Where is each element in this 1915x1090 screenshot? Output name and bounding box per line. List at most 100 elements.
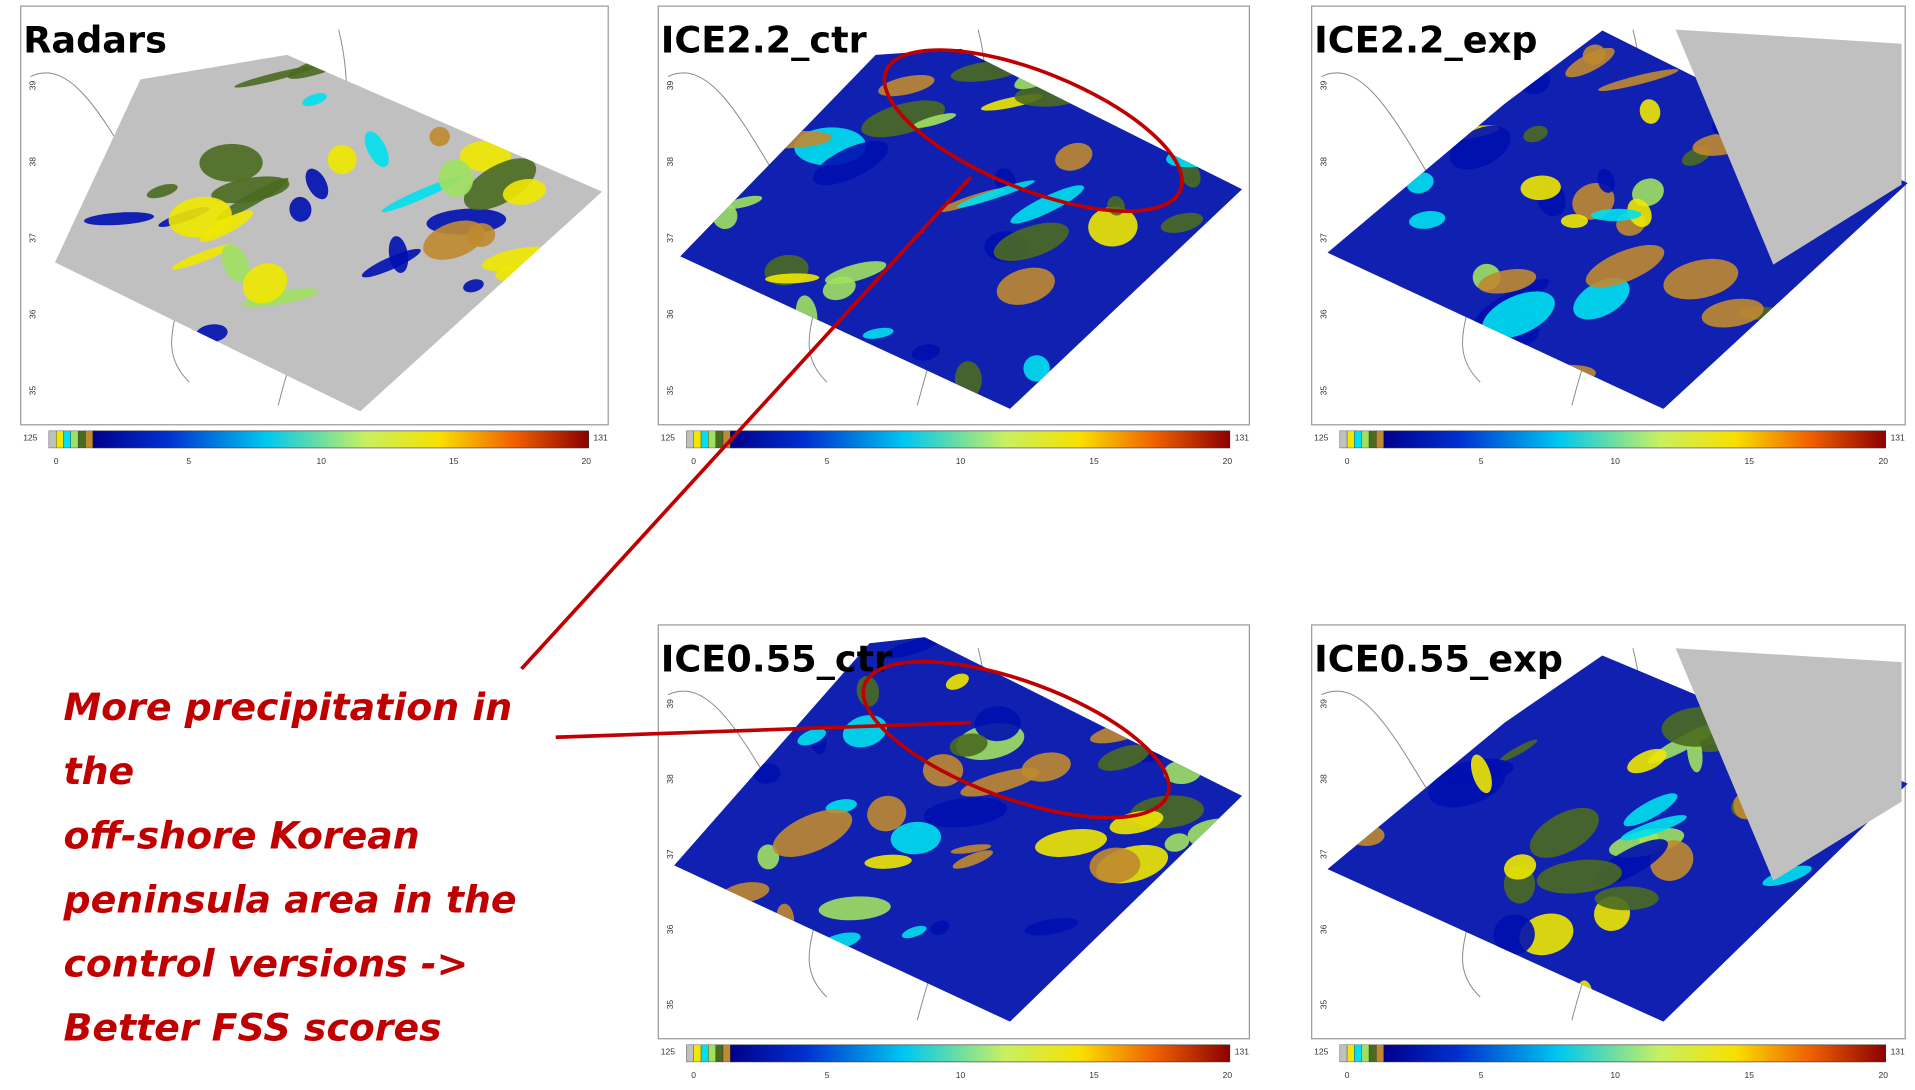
annotation-line: the (64, 749, 135, 793)
panel-title: ICE2.2_ctr (661, 18, 867, 61)
precip-blob (1853, 529, 1913, 577)
colorbar-tick-label: 5 (1479, 456, 1484, 466)
colorbar-class (716, 1045, 723, 1062)
colorbar-class (708, 1045, 715, 1062)
colorbar-tick-label: 10 (1610, 456, 1620, 466)
colorbar (730, 1045, 1230, 1062)
colorbar-class (1354, 431, 1361, 448)
colorbar-class (49, 431, 56, 448)
colorbar-class (64, 431, 71, 448)
colorbar-left-label: 125 (1314, 433, 1328, 443)
slide: 35 36 37 38 39 125 131 0 5 10 15 20 Radars 35 36 37 38 39… (0, 0, 1915, 1090)
precip-blob (1509, 582, 1559, 619)
colorbar-tick-label: 5 (186, 456, 191, 466)
lat-tick-label: 39 (665, 699, 675, 709)
colorbar-class (1340, 431, 1347, 448)
colorbar-tick-label: 20 (1878, 1070, 1888, 1080)
lat-tick-label: 37 (27, 233, 37, 243)
lat-tick-label: 35 (1318, 1000, 1328, 1010)
lat-tick-label: 36 (665, 924, 675, 934)
lat-tick-label: 36 (1318, 309, 1328, 319)
colorbar-tick-label: 15 (1744, 1070, 1754, 1080)
colorbar-class (1369, 431, 1376, 448)
colorbar-tick-label: 0 (54, 456, 59, 466)
colorbar-right-label: 131 (1891, 433, 1905, 443)
colorbar (1384, 1045, 1886, 1062)
colorbar-class (1347, 431, 1354, 448)
colorbar-tick-label: 15 (1744, 456, 1754, 466)
panel-title: Radars (23, 18, 167, 61)
precip-blob (1089, 529, 1169, 596)
precip-blob (1635, 544, 1704, 573)
precip-blob (1528, 581, 1565, 610)
lat-tick-label: 35 (27, 386, 37, 396)
colorbar-right-label: 131 (1891, 1047, 1905, 1057)
colorbar-left-label: 125 (661, 1047, 675, 1057)
annotation-line: control versions -> (64, 941, 469, 985)
colorbar-tick-label: 20 (1878, 456, 1888, 466)
colorbar-class (694, 1045, 701, 1062)
colorbar-tick-label: 15 (449, 456, 459, 466)
colorbar-class (71, 431, 78, 448)
lat-tick-label: 36 (1318, 924, 1328, 934)
lat-tick-label: 36 (27, 309, 37, 319)
lat-tick-label: 37 (1318, 233, 1328, 243)
precip-blob (1413, 551, 1504, 621)
lat-tick-label: 37 (1318, 849, 1328, 859)
colorbar-left-label: 125 (661, 433, 675, 443)
lat-tick-label: 35 (665, 1000, 675, 1010)
map-panel: 353637383912513105101520ICE2.2_exp (1312, 0, 1915, 466)
colorbar-tick-label: 5 (825, 1070, 830, 1080)
lat-tick-label: 37 (665, 849, 675, 859)
map-panel: 353637383912513105101520ICE2.2_ctr (658, 0, 1330, 466)
colorbar-class (708, 431, 715, 448)
lat-tick-label: 38 (1318, 774, 1328, 784)
colorbar-tick-label: 20 (581, 456, 591, 466)
colorbar-class (1376, 1045, 1383, 1062)
precip-blob (1480, 0, 1546, 3)
colorbar-tick-label: 20 (1223, 456, 1233, 466)
panel-title: ICE2.2_exp (1314, 18, 1537, 61)
colorbar-class (686, 1045, 693, 1062)
precip-blob (1217, 560, 1273, 611)
precip-blob (1245, 776, 1303, 805)
colorbar-tick-label: 20 (1223, 1070, 1233, 1080)
precip-blob (1550, 512, 1603, 557)
colorbar-class (701, 431, 708, 448)
colorbar-right-label: 131 (1235, 1047, 1249, 1057)
lat-tick-label: 39 (1318, 699, 1328, 709)
colorbar-class (1362, 1045, 1369, 1062)
colorbar-class (694, 431, 701, 448)
colorbar-tick-label: 10 (956, 1070, 966, 1080)
lat-tick-label: 38 (665, 157, 675, 167)
lat-tick-label: 38 (27, 157, 37, 167)
precip-blob (1701, 498, 1774, 556)
lat-tick-label: 38 (665, 774, 675, 784)
colorbar-tick-label: 15 (1089, 456, 1099, 466)
colorbar-tick-label: 15 (1089, 1070, 1099, 1080)
colorbar-tick-label: 0 (1345, 1070, 1350, 1080)
colorbar-tick-label: 0 (691, 456, 696, 466)
precip-blob (356, 0, 452, 3)
colorbar-tick-label: 0 (1345, 456, 1350, 466)
precip-blob (1146, 0, 1194, 4)
annotation-line: Better FSS scores (64, 1006, 442, 1050)
lat-tick-label: 39 (27, 80, 37, 90)
colorbar-tick-label: 5 (1479, 1070, 1484, 1080)
colorbar-tick-label: 10 (956, 456, 966, 466)
annotation-line: off-shore Korean (64, 813, 420, 857)
colorbar-class (716, 431, 723, 448)
annotation-line: peninsula area in the (63, 877, 517, 921)
colorbar-left-label: 125 (23, 433, 37, 443)
precip-blob (873, 530, 919, 578)
precip-blob (1649, 447, 1729, 500)
colorbar-tick-label: 5 (825, 456, 830, 466)
lat-tick-label: 36 (665, 309, 675, 319)
precip-blob (827, 590, 869, 622)
colorbar-class (1340, 1045, 1347, 1062)
colorbar-class (1376, 431, 1383, 448)
colorbar-right-label: 131 (594, 433, 608, 443)
colorbar-class (1347, 1045, 1354, 1062)
